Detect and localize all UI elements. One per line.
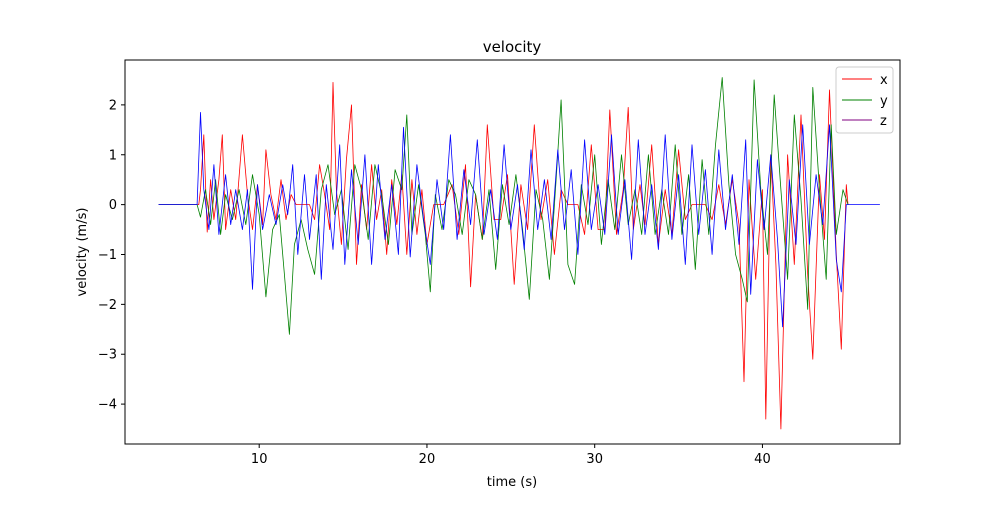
x-tick-label: 30 <box>586 452 603 467</box>
series-line-x <box>158 82 849 430</box>
plot-frame <box>124 59 901 445</box>
y-axis: 2 1 0 −1 −2 −3 −4 <box>98 98 125 413</box>
y-axis-label: velocity (m/s) <box>75 208 90 297</box>
x-axis-label: time (s) <box>487 475 537 490</box>
y-tick-label: −2 <box>98 298 117 313</box>
series-line-y <box>158 77 849 335</box>
legend-label-z: z <box>880 114 887 129</box>
x-tick-label: 20 <box>419 452 436 467</box>
x-axis: 10 20 30 40 <box>251 444 771 467</box>
chart-title: velocity <box>483 38 542 56</box>
y-tick-label: −1 <box>98 248 117 263</box>
y-tick-label: −3 <box>98 348 117 363</box>
series-line-z <box>158 112 880 328</box>
y-tick-label: −4 <box>98 398 117 413</box>
y-tick-label: 2 <box>109 98 117 113</box>
legend-label-y: y <box>880 94 888 109</box>
x-tick-label: 10 <box>251 452 268 467</box>
legend-label-x: x <box>880 73 888 88</box>
y-tick-label: 0 <box>109 198 117 213</box>
series-layer <box>158 77 880 430</box>
x-tick-label: 40 <box>754 452 771 467</box>
y-tick-label: 1 <box>109 148 117 163</box>
legend: x y z <box>835 66 894 134</box>
